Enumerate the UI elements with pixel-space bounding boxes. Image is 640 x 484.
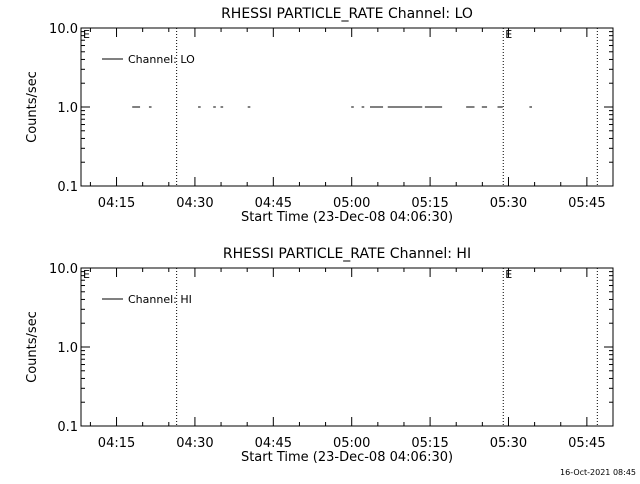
x-tick-label: 05:30 (490, 196, 527, 211)
event-marker: E (505, 268, 512, 281)
x-tick-label: 05:00 (333, 196, 370, 211)
x-tick-label: 05:30 (490, 436, 527, 451)
hi-channel-panel: RHESSI PARTICLE_RATE Channel: HI 0.1 1.0 10… (25, 246, 614, 465)
x-tick-label: 04:45 (255, 436, 292, 451)
y-tick-label: 0.1 (57, 180, 78, 195)
y-tick-label: 10.0 (49, 262, 78, 277)
event-marker: E (505, 28, 512, 41)
y-tick-label: 10.0 (49, 22, 78, 37)
legend-label: Channel: HI (128, 293, 192, 306)
x-tick-label: 04:15 (98, 436, 135, 451)
footer-timestamp: 16-Oct-2021 08:45 (560, 468, 636, 477)
x-tick-label: 04:30 (176, 436, 213, 451)
x-axis-label: Start Time (23-Dec-08 04:06:30) (241, 210, 453, 225)
x-tick-label: 04:30 (176, 196, 213, 211)
legend-label: Channel: LO (128, 53, 195, 66)
y-axis-label: Counts/sec (25, 71, 40, 143)
y-axis-label: Counts/sec (25, 311, 40, 383)
x-tick-label: 05:45 (568, 436, 605, 451)
x-tick-label: 05:00 (333, 436, 370, 451)
y-tick-label: 0.1 (57, 420, 78, 435)
y-tick-label: 1.0 (57, 101, 78, 116)
x-tick-label: 05:45 (568, 196, 605, 211)
chart-title: RHESSI PARTICLE_RATE Channel: LO (221, 6, 473, 22)
x-tick-label: 04:45 (255, 196, 292, 211)
x-tick-label: 05:15 (411, 196, 448, 211)
start-marker: E (83, 28, 90, 41)
x-axis-label: Start Time (23-Dec-08 04:06:30) (241, 450, 453, 465)
x-tick-label: 05:15 (411, 436, 448, 451)
x-tick-label: 04:15 (98, 196, 135, 211)
y-tick-label: 1.0 (57, 341, 78, 356)
start-marker: E (83, 268, 90, 281)
lo-channel-panel: RHESSI PARTICLE_RATE Channel: LO 0.1 1.0 10… (25, 6, 614, 225)
chart-title: RHESSI PARTICLE_RATE Channel: HI (223, 246, 471, 262)
